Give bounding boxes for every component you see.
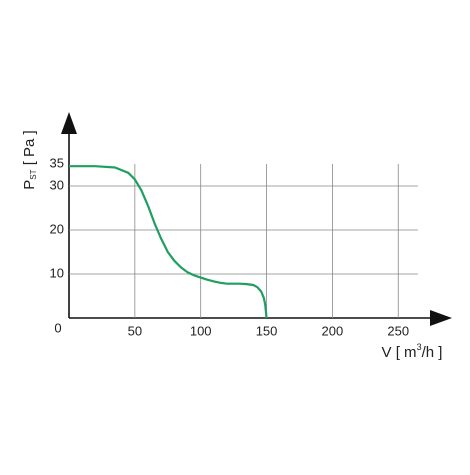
x-label-main: V [ m [382, 344, 417, 361]
y-tick-label: 10 [50, 265, 64, 280]
y-label-main: P [21, 180, 38, 190]
x-tick-label: 150 [256, 323, 278, 338]
y-axis-arrow [61, 112, 77, 134]
x-label-sup: 3 [417, 342, 422, 352]
x-label-rest: /h ] [422, 344, 443, 361]
y-tick-label: 35 [50, 155, 64, 170]
x-tick-label: 250 [387, 323, 409, 338]
x-tick-label: 100 [190, 323, 212, 338]
y-tick-label: 30 [50, 177, 64, 192]
y-tick-label: 20 [50, 221, 64, 236]
x-axis-arrow [430, 310, 452, 326]
curve [69, 165, 268, 319]
y-axis-label: PST [ Pa ] [21, 130, 38, 189]
x-tick-label: 50 [128, 323, 142, 338]
x-tick-label: 200 [322, 323, 344, 338]
y-label-sub: ST [29, 169, 38, 179]
x-axis-label: V [ m3/h ] [382, 342, 443, 361]
x-tick-label: 0 [54, 320, 61, 335]
y-label-rest: [ Pa ] [21, 130, 38, 169]
